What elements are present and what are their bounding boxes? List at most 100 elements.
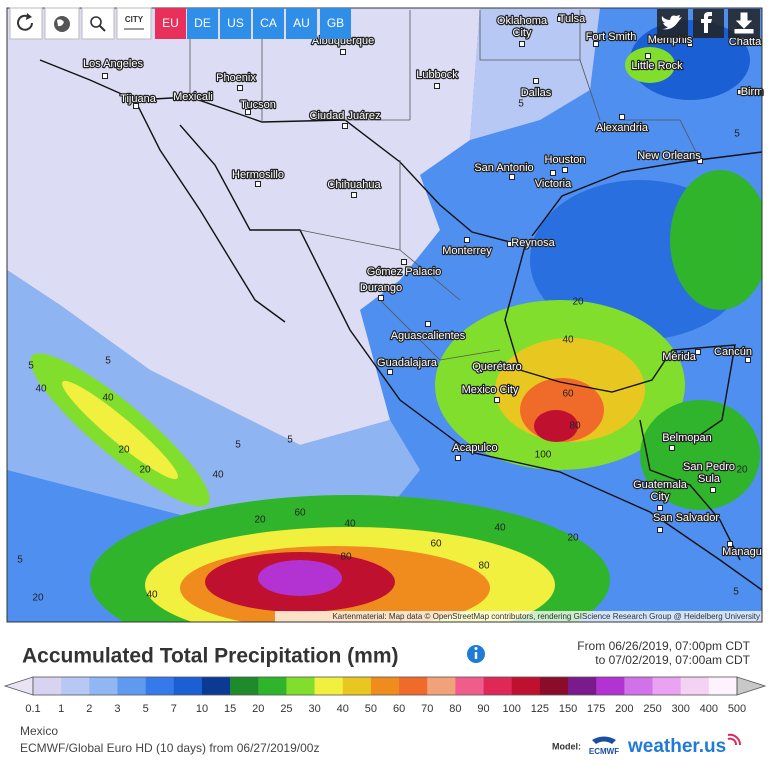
scale-swatch [201,677,231,695]
contour-label: 40 [102,393,114,404]
contour-label: 40 [344,519,356,530]
city-label: Reynosa [511,237,555,249]
scale-label: 80 [449,703,461,715]
scale-swatch [145,677,175,695]
coastline [39,59,286,323]
city-marker [657,505,663,511]
share-buttons [657,9,760,38]
scale-label: 100 [503,703,521,715]
city-marker [245,109,251,115]
contour-label: 20 [32,593,44,604]
scale-swatch [568,677,597,695]
scale-swatch [455,677,484,695]
city-label: Managu [722,546,762,558]
contour-label: 20 [118,445,130,456]
scale-label: 400 [700,703,718,715]
city-button[interactable]: CITY [116,7,152,40]
region-button-label[interactable]: US [227,16,244,30]
scale-label: 5 [143,703,149,715]
zoom-button[interactable] [81,7,115,40]
region-button-label[interactable]: CA [260,16,277,30]
city-marker [557,16,563,22]
city-marker [533,78,539,84]
wet-area [625,47,675,83]
reload-button[interactable] [9,7,43,40]
state-borders [299,160,501,361]
contour-label: 5 [287,435,293,446]
zoom-icon [99,25,106,32]
city-marker [464,237,470,243]
contour-label: 20 [736,465,748,476]
region-button[interactable] [286,8,317,39]
city-marker [351,192,357,198]
region-button[interactable] [220,8,251,39]
city-label: Little Rock [631,60,683,72]
city-label: Gómez Palacio [367,266,442,278]
scale-swatch [596,677,625,695]
city-label: San Salvador [653,512,719,524]
scale-swatch [230,677,259,695]
info-icon [474,652,478,659]
precipitation-field [7,8,762,622]
scale-swatch [33,677,62,695]
scale-swatch [370,677,400,695]
region-button-label[interactable]: GB [327,16,344,30]
light-area [7,270,420,520]
scale-label: 7 [171,703,177,715]
city-label: Phoenix [216,72,256,84]
scale-label: 150 [559,703,577,715]
scale-label: 500 [728,703,746,715]
toolbar: CITY EU DE US CA AU GB [9,7,351,40]
contour-label: 20 [139,465,151,476]
download-icon [734,12,754,34]
coastline [531,151,762,237]
city-marker [102,73,108,79]
city-label: Chihuahua [327,179,381,191]
city-marker [509,174,515,180]
scale-arrow-low [3,676,34,696]
city-button[interactable] [116,7,152,40]
scale-swatch [680,677,710,695]
city-marker [133,103,139,109]
city-label: Houston [545,154,586,166]
city-marker [175,95,181,101]
city-marker [669,445,675,451]
ecmwf-logo [592,736,616,744]
wet-area [62,380,178,480]
scale-label: 2 [86,703,92,715]
reload-button[interactable] [9,7,43,40]
region-button-label[interactable]: AU [293,16,310,30]
city-marker [378,295,384,301]
region-button-label[interactable]: DE [194,16,211,30]
legend: Accumulated Total Precipitation (mm) Fro… [3,639,767,715]
city-marker [519,41,525,47]
city-marker [745,357,751,363]
city-label: Birm [741,86,764,98]
attribution-background [275,611,762,622]
city-label: Los Angeles [83,58,143,70]
contour-label: 60 [430,539,442,550]
attribution: Kartenmaterial: Map data © OpenStreetMap… [332,612,760,621]
globe-button[interactable] [44,7,80,40]
contour-label: 40 [212,470,224,481]
region-button-label[interactable]: EU [162,16,179,30]
region-button[interactable] [253,8,284,39]
scale-swatch [342,677,372,695]
contour-label: 40 [494,523,506,534]
city-label: Aguascalientes [391,330,466,342]
scale-label: 0.1 [25,703,40,715]
region-button[interactable] [155,8,186,39]
contour-label: 20 [254,515,266,526]
city-marker [342,123,348,129]
zoom-button[interactable] [81,7,115,40]
city-button-label[interactable]: CITY [125,15,144,24]
region-button[interactable] [187,8,218,39]
scale-label: 3 [114,703,120,715]
scale-label: 30 [308,703,320,715]
reload-icon [17,14,33,31]
region-button[interactable] [320,8,351,39]
scale-label: 250 [643,703,661,715]
contour-label: 40 [146,590,158,601]
